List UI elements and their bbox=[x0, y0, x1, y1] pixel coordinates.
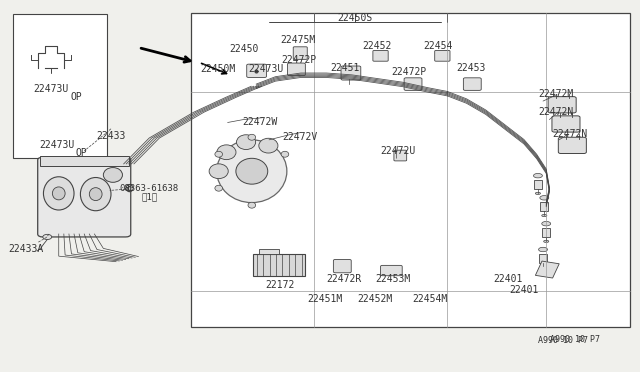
Ellipse shape bbox=[43, 234, 52, 240]
Text: 22472N: 22472N bbox=[553, 129, 588, 139]
Text: 22452M: 22452M bbox=[357, 294, 392, 304]
FancyBboxPatch shape bbox=[246, 64, 266, 77]
FancyBboxPatch shape bbox=[394, 150, 406, 161]
FancyBboxPatch shape bbox=[287, 63, 305, 76]
FancyBboxPatch shape bbox=[38, 157, 131, 237]
Text: 22401: 22401 bbox=[493, 274, 523, 284]
Ellipse shape bbox=[248, 134, 255, 140]
Ellipse shape bbox=[540, 266, 545, 268]
Text: 22473U: 22473U bbox=[39, 140, 74, 150]
Bar bbox=[259, 249, 278, 254]
FancyBboxPatch shape bbox=[548, 97, 576, 113]
Bar bbox=[534, 180, 541, 189]
Ellipse shape bbox=[543, 240, 548, 243]
Ellipse shape bbox=[44, 177, 74, 210]
Text: 22473U: 22473U bbox=[33, 84, 68, 94]
Ellipse shape bbox=[90, 187, 102, 201]
Text: 22473U: 22473U bbox=[248, 64, 284, 74]
Text: 22433A: 22433A bbox=[8, 244, 44, 254]
Text: 22172: 22172 bbox=[266, 280, 295, 289]
Text: OP: OP bbox=[75, 148, 87, 158]
Text: 22450M: 22450M bbox=[200, 64, 236, 74]
Text: 22450: 22450 bbox=[229, 44, 258, 54]
Text: 22472W: 22472W bbox=[242, 117, 277, 127]
Ellipse shape bbox=[215, 185, 223, 191]
Ellipse shape bbox=[217, 140, 287, 203]
Bar bbox=[13, 14, 107, 158]
FancyBboxPatch shape bbox=[373, 51, 388, 61]
FancyBboxPatch shape bbox=[341, 66, 361, 80]
Text: 22475M: 22475M bbox=[280, 35, 316, 45]
Text: 22472U: 22472U bbox=[380, 146, 415, 156]
Text: 22472N: 22472N bbox=[538, 107, 573, 117]
Ellipse shape bbox=[215, 151, 223, 157]
Ellipse shape bbox=[539, 247, 547, 252]
Text: 22453: 22453 bbox=[456, 63, 486, 73]
Text: 22454: 22454 bbox=[423, 41, 452, 51]
Text: 22472P: 22472P bbox=[392, 67, 427, 77]
Bar bbox=[40, 157, 129, 166]
FancyBboxPatch shape bbox=[552, 116, 580, 132]
Text: OP: OP bbox=[70, 92, 83, 102]
Text: 22433: 22433 bbox=[96, 131, 125, 141]
FancyBboxPatch shape bbox=[463, 78, 481, 90]
Ellipse shape bbox=[103, 167, 122, 182]
Bar bbox=[253, 254, 305, 276]
Text: 、1）: 、1） bbox=[141, 193, 157, 202]
Text: 22472P: 22472P bbox=[282, 55, 317, 65]
Text: 22450S: 22450S bbox=[337, 13, 372, 23]
Ellipse shape bbox=[217, 145, 236, 160]
Ellipse shape bbox=[237, 135, 255, 150]
Ellipse shape bbox=[81, 177, 111, 211]
Ellipse shape bbox=[209, 164, 228, 179]
Ellipse shape bbox=[534, 173, 542, 178]
Bar bbox=[536, 261, 559, 278]
Text: 22472R: 22472R bbox=[326, 274, 361, 284]
FancyBboxPatch shape bbox=[435, 51, 450, 61]
FancyBboxPatch shape bbox=[404, 78, 422, 90]
FancyBboxPatch shape bbox=[293, 47, 307, 60]
Ellipse shape bbox=[536, 192, 540, 195]
FancyBboxPatch shape bbox=[558, 137, 586, 154]
Text: 22451M: 22451M bbox=[307, 294, 343, 304]
FancyBboxPatch shape bbox=[333, 260, 351, 273]
Text: 08363-61638: 08363-61638 bbox=[120, 185, 179, 193]
Text: A990 10 P7: A990 10 P7 bbox=[550, 335, 600, 344]
Ellipse shape bbox=[248, 202, 255, 208]
Text: 22452: 22452 bbox=[363, 41, 392, 51]
Ellipse shape bbox=[541, 214, 547, 217]
Text: 22401: 22401 bbox=[509, 285, 539, 295]
Bar bbox=[542, 228, 550, 237]
Ellipse shape bbox=[259, 138, 278, 153]
Bar bbox=[540, 254, 547, 263]
Ellipse shape bbox=[541, 221, 550, 226]
Ellipse shape bbox=[540, 196, 548, 200]
Text: ©: © bbox=[124, 184, 134, 194]
Ellipse shape bbox=[281, 151, 289, 157]
Ellipse shape bbox=[52, 187, 65, 200]
FancyBboxPatch shape bbox=[381, 265, 402, 276]
Text: 22451: 22451 bbox=[331, 63, 360, 73]
Text: 22454M: 22454M bbox=[412, 294, 447, 304]
Text: 22453M: 22453M bbox=[376, 274, 411, 284]
Ellipse shape bbox=[236, 158, 268, 184]
Bar bbox=[540, 202, 548, 211]
Text: 22472V: 22472V bbox=[282, 132, 317, 142]
Text: 22472M: 22472M bbox=[538, 89, 573, 99]
Text: A990 10 P7: A990 10 P7 bbox=[538, 336, 588, 345]
Bar bbox=[191, 13, 630, 327]
